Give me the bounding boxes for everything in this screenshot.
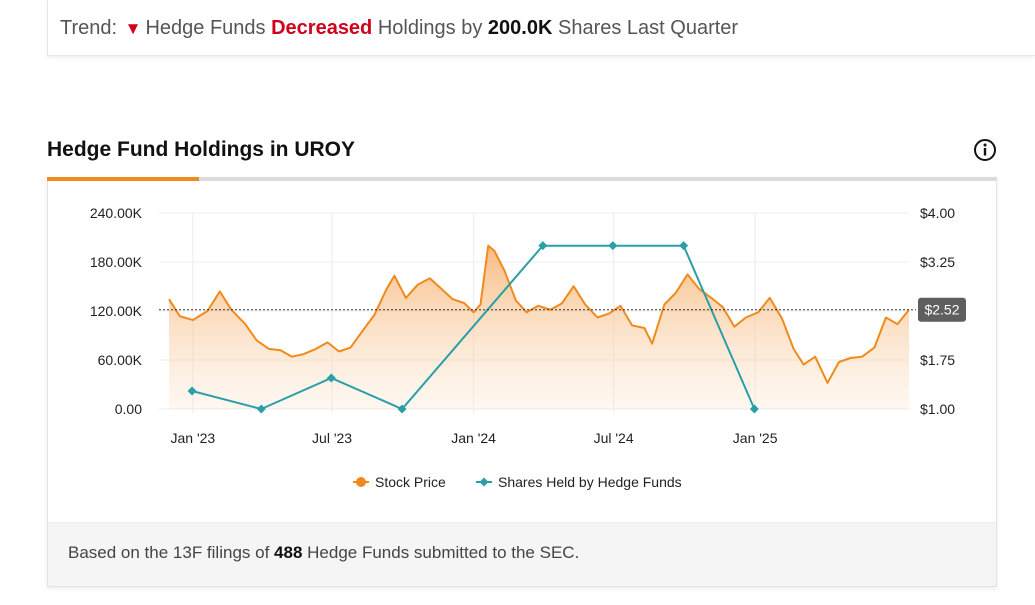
x-axis-tick-label: Jan '25 [733,430,778,446]
hedge-fund-chart: 240.00K 180.00K 120.00K 60.00K 0.00 $4.00 $3.2… [90,205,966,490]
legend-hedge-funds-marker [479,477,489,487]
trend-prefix: Trend: [60,17,118,39]
legend-hedge-funds-label: Shares Held by Hedge Funds [498,474,682,490]
footer-suffix: Hedge Funds submitted to the SEC. [307,543,580,562]
hedge-fund-point [326,373,336,383]
current-price-tag-bg [918,297,966,322]
legend-stock-price-label: Stock Price [375,474,446,490]
footer-prefix: Based on the 13F filings of [68,543,270,562]
trend-middle: Holdings by [377,17,483,39]
hedge-fund-layer [187,241,759,414]
trend-subject: Hedge Funds [145,17,266,39]
right-axis-tick-label: $4.00 [920,205,955,221]
current-price-tag: $2.52 [918,297,966,322]
x-axis-tick-label: Jul '24 [594,430,634,446]
x-axis-tick-label: Jan '23 [170,430,215,446]
trend-suffix: Shares Last Quarter [557,17,739,39]
current-price-tag-label: $2.52 [924,302,959,318]
right-axis-tick-label: $1.00 [920,401,955,417]
hedge-fund-line [191,244,756,411]
footer-count: 488 [274,543,303,562]
trend-amount: 200.0K [487,17,553,39]
hedge-fund-point [397,404,407,414]
hedge-fund-point [256,404,266,414]
trend-direction: Decreased [271,17,373,39]
hedge-fund-point [538,241,548,251]
active-tab-indicator[interactable] [47,177,199,181]
left-axis-tick-label: 60.00K [98,352,143,368]
hedge-fund-point [608,241,618,251]
left-axis-tick-label: 120.00K [90,303,143,319]
price-area-layer [169,245,909,409]
down-arrow-icon: ▼ [124,19,142,38]
left-axis-tick-label: 0.00 [115,401,142,417]
hedge-fund-point [749,404,759,414]
left-axis-tick-label: 180.00K [90,254,143,270]
legend-stock-price-marker [356,477,366,487]
stock-price-line [168,244,910,384]
info-circle-icon[interactable] [973,138,997,162]
right-axis-tick-label: $3.25 [920,254,955,270]
price-line-layer [168,244,910,384]
right-axis-tick-label: $1.75 [920,352,955,368]
x-axis-tick-label: Jan '24 [451,430,496,446]
legend-item-stock-price: Stock Price [353,474,446,490]
x-axis-tick-label: Jul '23 [312,430,352,446]
chart-card: 240.00K 180.00K 120.00K 60.00K 0.00 $4.00 $3.2… [47,177,997,587]
stock-price-area [169,245,909,409]
footer: Based on the 13F filings of 488 Hedge Fu… [48,522,996,586]
legend: Stock Price Shares Held by Hedge Funds [353,474,682,490]
left-axis-tick-label: 240.00K [90,205,143,221]
axis-layer: 240.00K 180.00K 120.00K 60.00K 0.00 $4.00 $3.2… [90,205,966,446]
legend-item-hedge-funds: Shares Held by Hedge Funds [476,474,682,490]
section-title: Hedge Fund Holdings in UROY [47,138,355,161]
hedge-fund-point [679,241,689,251]
trend-card: Trend: ▼ Hedge Funds Decreased Holdings b… [47,0,1035,56]
hedge-fund-point [187,386,197,396]
